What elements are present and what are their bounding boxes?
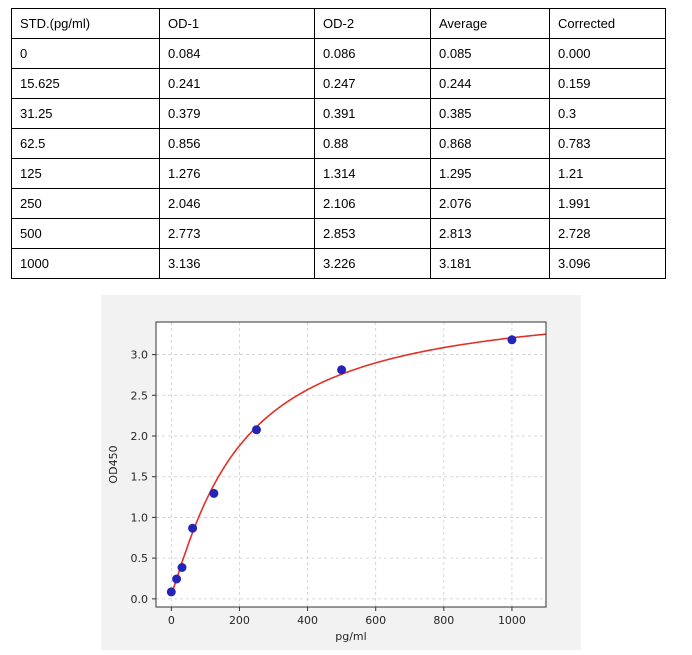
table-cell: 2.106	[314, 188, 431, 219]
svg-text:600: 600	[365, 614, 386, 627]
table-cell: 0.085	[430, 38, 550, 69]
table-cell: 3.096	[549, 248, 666, 279]
table-cell: 0.868	[430, 128, 550, 159]
svg-text:1.5: 1.5	[131, 471, 149, 484]
table-cell: 0.241	[159, 68, 315, 99]
table-cell: 1.21	[549, 158, 666, 189]
table-cell: 500	[11, 218, 160, 249]
table-cell: 0.084	[159, 38, 315, 69]
table-header-row: STD.(pg/ml) OD-1 OD-2 Average Corrected	[11, 8, 666, 39]
table-cell: 0.88	[314, 128, 431, 159]
table-cell: 250	[11, 188, 160, 219]
svg-text:pg/ml: pg/ml	[335, 630, 366, 643]
table-cell: 125	[11, 158, 160, 189]
column-header-corrected: Corrected	[549, 8, 666, 39]
table-row: 31.25 0.379 0.391 0.385 0.3	[11, 98, 666, 129]
table-cell: 0.385	[430, 98, 550, 129]
table-cell: 3.136	[159, 248, 315, 279]
table-cell: 0.379	[159, 98, 315, 129]
table-cell: 3.226	[314, 248, 431, 279]
table-cell: 2.773	[159, 218, 315, 249]
svg-text:1.0: 1.0	[131, 511, 149, 524]
svg-text:3.0: 3.0	[131, 349, 149, 362]
table-row: 1000 3.136 3.226 3.181 3.096	[11, 248, 666, 279]
column-header-std: STD.(pg/ml)	[11, 8, 160, 39]
svg-text:OD450: OD450	[107, 445, 120, 483]
table-cell: 31.25	[11, 98, 160, 129]
svg-text:200: 200	[229, 614, 250, 627]
table-cell: 2.853	[314, 218, 431, 249]
table-cell: 0.856	[159, 128, 315, 159]
table-cell: 0.159	[549, 68, 666, 99]
table-cell: 62.5	[11, 128, 160, 159]
table-cell: 2.076	[430, 188, 550, 219]
svg-text:0.5: 0.5	[131, 552, 149, 565]
table-row: 500 2.773 2.853 2.813 2.728	[11, 218, 666, 249]
column-header-od1: OD-1	[159, 8, 315, 39]
table-cell: 1.295	[430, 158, 550, 189]
table-cell: 0.086	[314, 38, 431, 69]
table-row: 250 2.046 2.106 2.076 1.991	[11, 188, 666, 219]
svg-text:400: 400	[297, 614, 318, 627]
table-cell: 1.276	[159, 158, 315, 189]
standard-curve-figure: 0 200 400 600 800 1000 0.0 0.5 1.0 1.5 2.0 2.5 3.0 pg…	[101, 295, 681, 650]
table-row: 125 1.276 1.314 1.295 1.21	[11, 158, 666, 189]
table-cell: 0	[11, 38, 160, 69]
column-header-average: Average	[430, 8, 550, 39]
table-row: 0 0.084 0.086 0.085 0.000	[11, 38, 666, 69]
svg-text:0.0: 0.0	[131, 593, 149, 606]
table-row: 15.625 0.241 0.247 0.244 0.159	[11, 68, 666, 99]
table-cell: 1.314	[314, 158, 431, 189]
svg-text:2.5: 2.5	[131, 389, 149, 402]
column-header-od2: OD-2	[314, 8, 431, 39]
table-cell: 1.991	[549, 188, 666, 219]
table-cell: 15.625	[11, 68, 160, 99]
table-cell: 3.181	[430, 248, 550, 279]
table-cell: 1000	[11, 248, 160, 279]
table-cell: 0.244	[430, 68, 550, 99]
svg-text:800: 800	[433, 614, 454, 627]
table-cell: 0.247	[314, 68, 431, 99]
svg-text:2.0: 2.0	[131, 430, 149, 443]
table-cell: 2.813	[430, 218, 550, 249]
standards-table: STD.(pg/ml) OD-1 OD-2 Average Corrected …	[11, 8, 666, 279]
table-cell: 0.3	[549, 98, 666, 129]
svg-text:1000: 1000	[498, 614, 526, 627]
table-cell: 0.000	[549, 38, 666, 69]
table-cell: 2.728	[549, 218, 666, 249]
table-row: 62.5 0.856 0.88 0.868 0.783	[11, 128, 666, 159]
svg-text:0: 0	[168, 614, 175, 627]
table-cell: 0.783	[549, 128, 666, 159]
standard-curve-svg: 0 200 400 600 800 1000 0.0 0.5 1.0 1.5 2.0 2.5 3.0 pg…	[101, 295, 581, 650]
table-cell: 0.391	[314, 98, 431, 129]
table-cell: 2.046	[159, 188, 315, 219]
